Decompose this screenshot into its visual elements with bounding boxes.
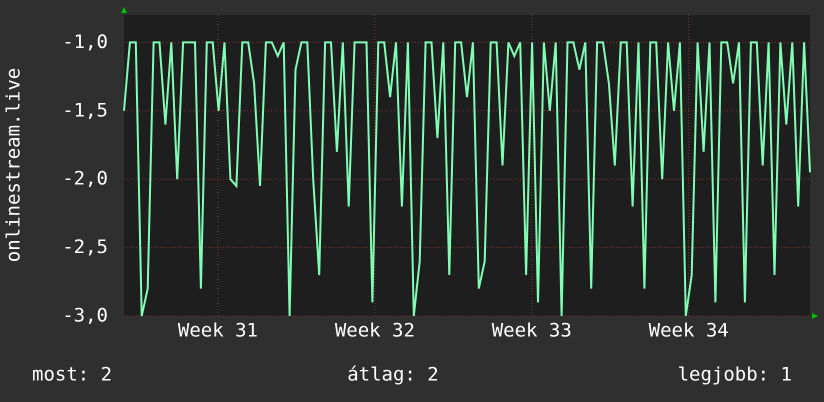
x-tick-label: Week 34 [649, 320, 729, 342]
plot-area [124, 15, 810, 316]
y-tick-label: -2,5 [62, 236, 108, 258]
y-tick-label: -1,5 [62, 99, 108, 121]
footer-average: átlag: 2 [347, 364, 439, 386]
x-tick-label: Week 31 [178, 320, 258, 342]
axis-arrow [121, 7, 127, 13]
data-line [123, 41, 811, 317]
y-tick-label: -1,0 [62, 31, 108, 53]
y-tick-label: -3,0 [62, 305, 108, 327]
y-tick-label: -2,0 [62, 168, 108, 190]
axis-arrow [812, 313, 818, 319]
x-tick-label: Week 33 [492, 320, 572, 342]
footer-best: legjobb: 1 [678, 364, 792, 386]
footer-current: most: 2 [32, 364, 112, 386]
y-axis-label: onlinestream.live [3, 68, 25, 262]
x-tick-label: Week 32 [335, 320, 415, 342]
